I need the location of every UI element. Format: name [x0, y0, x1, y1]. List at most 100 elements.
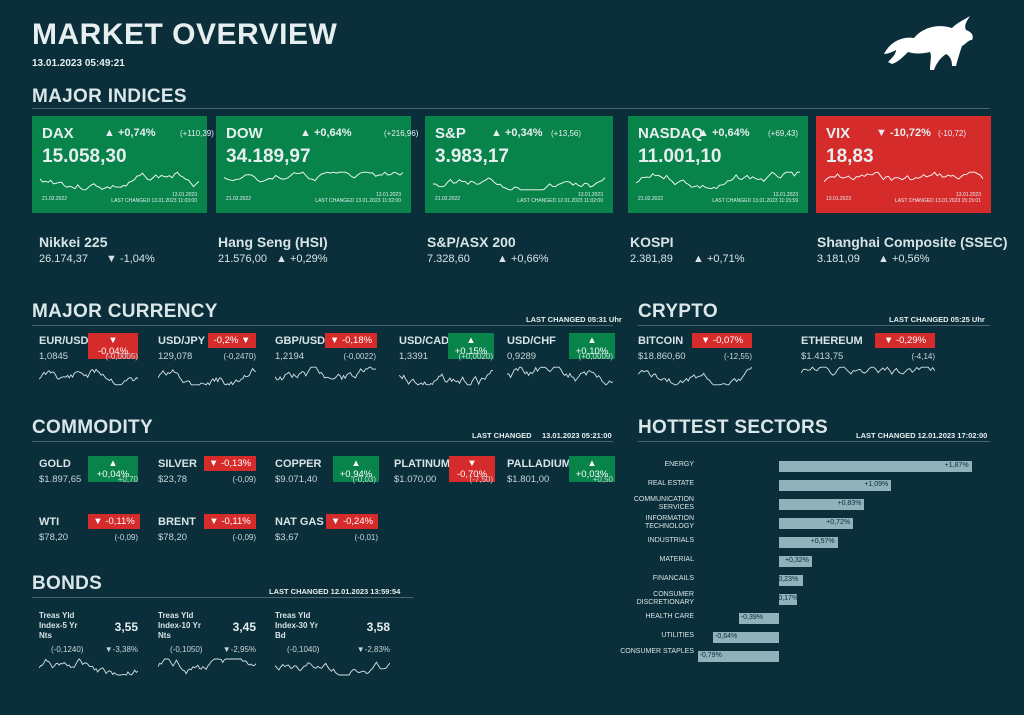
bond-tile[interactable]: Treas Yld Index-30 Yr Bd 3,58 (-0,1040) ▼-2…	[275, 611, 390, 681]
index-last-changed: LAST CHANGED 13.01.2023 11:02:00	[315, 198, 401, 204]
index-change-abs: (-10,72)	[938, 129, 967, 138]
index-date-start: 21.02.2022	[226, 196, 252, 202]
tile-usdjpy[interactable]: USD/JPY -0,2% ▼ 129,078 (-0,2470)	[158, 333, 256, 395]
bonds-divider	[32, 597, 413, 598]
tile-brent[interactable]: BRENT ▼ -0,11% $78,20 (-0,09)	[158, 514, 256, 576]
secondary-index-name: Hang Seng (HSI)	[218, 234, 328, 250]
sparkline-path	[275, 366, 376, 381]
tile-change-abs: (-0,03)	[352, 475, 376, 484]
tile-name: BRENT	[158, 516, 196, 528]
tile-change-abs: (-0,01)	[354, 533, 378, 542]
tile-value: $18.860,60	[638, 351, 686, 362]
tile-palladium[interactable]: PALLADIUM ▲ +0,03% $1.801,00 +0,50	[507, 456, 615, 518]
index-card-vix[interactable]: VIX ▼ -10,72% (-10,72) 18,83 13.01.2023 13.01…	[816, 116, 991, 213]
sector-value: -0,17%	[776, 595, 799, 602]
tile-platinum[interactable]: PLATINUM ▼ -0,70% $1.070,00 (-7,50)	[394, 456, 495, 518]
sector-bar	[779, 499, 865, 510]
tile-silver[interactable]: SILVER ▼ -0,13% $23,78 (-0,09)	[158, 456, 256, 518]
secondary-index-value: 3.181,09	[817, 253, 860, 265]
index-card-nasdaq[interactable]: NASDAQ ▲ +0,64% (+69,43) 11.001,10 21.02.202…	[628, 116, 808, 213]
change-badge: ▼ -0,04%	[88, 333, 138, 359]
bond-change-abs: (-0,1050)	[170, 645, 203, 654]
sparkline-chart	[824, 171, 983, 183]
tile-name: WTI	[39, 516, 60, 528]
index-card-dax[interactable]: DAX ▲ +0,74% (+110,39) 15.058,30 21.02.2022 1…	[32, 116, 214, 213]
major-currency-title: MAJOR CURRENCY	[32, 301, 218, 322]
tile-name: USD/CHF	[507, 335, 556, 347]
secondary-index-name: Nikkei 225	[39, 234, 108, 250]
index-value: 18,83	[826, 146, 874, 167]
sector-value: +1,87%	[944, 462, 969, 469]
tile-value: $78,20	[158, 532, 188, 543]
tile-value: 1,2194	[275, 351, 305, 362]
index-name: VIX	[826, 125, 851, 142]
tile-change-abs: (-0,09)	[232, 533, 256, 542]
sector-bar	[697, 651, 779, 662]
sparkline-path	[39, 368, 138, 386]
index-card-sp[interactable]: S&P ▲ +0,34% (+13,56) 3.983,17 21.02.2022 13.…	[425, 116, 613, 213]
index-name: NASDAQ	[638, 125, 704, 142]
secondary-index-change: ▼ -1,04%	[106, 253, 155, 265]
tile-bitcoin[interactable]: BITCOIN ▼ -0,07% $18.860,60 (-12,55)	[638, 333, 752, 395]
sparkline-chart	[39, 368, 138, 386]
tile-usdcad[interactable]: USD/CAD ▲ +0,15% 1,3391 (+0,0020)	[399, 333, 494, 395]
index-value: 11.001,10	[638, 146, 722, 167]
bond-name: Treas Yld Index-10 Yr Nts	[158, 611, 201, 640]
tile-name: NAT GAS	[275, 516, 324, 528]
sparkline-chart	[158, 367, 256, 386]
sparkline-path	[433, 177, 605, 191]
crypto-last-changed: LAST CHANGED 05:25 Uhr	[889, 315, 985, 324]
tile-gbpusd[interactable]: GBP/USD ▼ -0,18% 1,2194 (-0,0022)	[275, 333, 377, 395]
sparkline-chart	[224, 171, 403, 183]
index-last-changed: LAST CHANGED 12.01.2023 11:02:00	[517, 198, 603, 204]
tile-name: PALLADIUM	[507, 458, 571, 470]
sector-label: FINANCAILS	[652, 575, 694, 582]
tile-copper[interactable]: COPPER ▲ +0,94% $9.071,40 (-0,03)	[275, 456, 379, 518]
bond-name: Treas Yld Index-5 Yr Nts	[39, 611, 78, 640]
bond-tile[interactable]: Treas Yld Index-5 Yr Nts 3,55 (-0,1240) ▼-3…	[39, 611, 138, 681]
index-date-end: 13.01.2023	[772, 192, 798, 198]
tile-gold[interactable]: GOLD ▲ +0,04% $1.897,65 +0,70	[39, 456, 138, 518]
bonds-last-changed: LAST CHANGED 12.01.2023 13:59:54	[269, 587, 401, 596]
bond-value: 3,55	[114, 620, 138, 634]
sparkline-path	[158, 658, 256, 675]
change-badge: ▲ +0,15%	[448, 333, 494, 359]
index-last-changed: LAST CHANGED 13.01.2023 11:15:59	[712, 198, 798, 204]
index-card-dow[interactable]: DOW ▲ +0,64% (+216,96) 34.189,97 21.02.2022 1…	[216, 116, 418, 213]
index-name: DOW	[226, 125, 263, 142]
commodity-title: COMMODITY	[32, 417, 153, 438]
index-last-changed: LAST CHANGED 13.01.2023 15:15:01	[894, 198, 981, 204]
index-date-start: 21.02.2022	[638, 196, 664, 202]
index-change-abs: (+110,39)	[180, 129, 214, 138]
index-name: S&P	[435, 125, 466, 142]
tile-eurusd[interactable]: EUR/USD ▼ -0,04% 1,0845 (-0,0005)	[39, 333, 138, 395]
secondary-index-value: 7.328,60	[427, 253, 470, 265]
change-badge: ▼ -0,24%	[326, 514, 378, 529]
bond-tile[interactable]: Treas Yld Index-10 Yr Nts 3,45 (-0,1050) ▼-…	[158, 611, 256, 681]
tile-wti[interactable]: WTI ▼ -0,11% $78,20 (-0,09)	[39, 514, 140, 576]
tile-usdchf[interactable]: USD/CHF ▲ +0,10% 0,9289 (+0,0009)	[507, 333, 615, 395]
bond-change: ▼-2,95%	[222, 645, 256, 654]
sparkline-path	[801, 366, 935, 376]
secondary-index-value: 26.174,37	[39, 253, 88, 265]
tile-change-abs: (-4,14)	[911, 352, 935, 361]
sparkline-path	[824, 171, 983, 183]
tile-value: 129,078	[158, 351, 193, 362]
sector-value: -0,64%	[715, 633, 738, 640]
secondary-index-change: ▲ +0,29%	[276, 253, 328, 265]
sparkline-path	[40, 171, 199, 191]
tile-name: ETHEREUM	[801, 335, 863, 347]
tile-ethereum[interactable]: ETHEREUM ▼ -0,29% $1.413,75 (-4,14)	[801, 333, 935, 395]
currency-last-changed: LAST CHANGED 05:31 Uhr	[526, 315, 622, 324]
secondary-index-value: 21.576,00	[218, 253, 267, 265]
tile-name: USD/JPY	[158, 335, 206, 347]
page-title: MARKET OVERVIEW	[32, 18, 338, 51]
index-change: ▲ +0,74%	[104, 127, 156, 139]
tile-change-abs: (+0,0009)	[578, 352, 613, 361]
sector-bar	[779, 518, 854, 529]
tile-natgas[interactable]: NAT GAS ▼ -0,24% $3,67 (-0,01)	[275, 514, 378, 576]
index-change: ▼ -10,72%	[876, 127, 931, 139]
sparkline-chart	[638, 366, 752, 386]
major-indices-divider	[32, 108, 990, 109]
page-datetime: 13.01.2023 05:49:21	[32, 58, 125, 69]
